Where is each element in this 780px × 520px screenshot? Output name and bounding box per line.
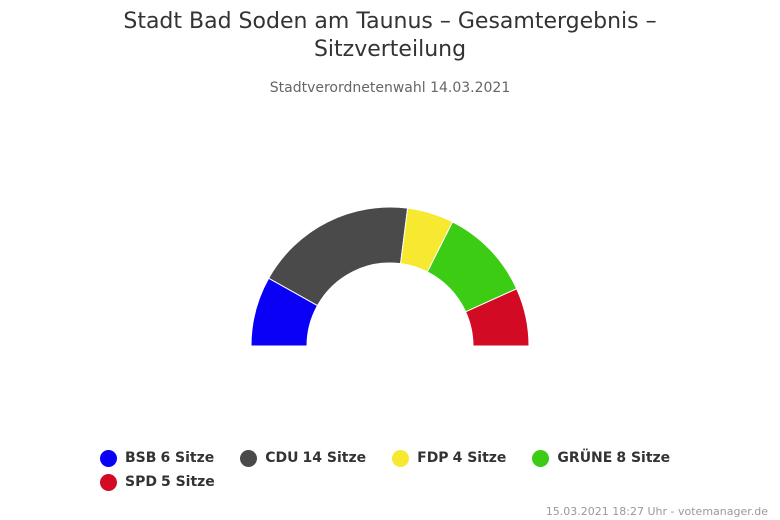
legend-marker xyxy=(532,449,550,467)
legend-marker xyxy=(100,473,117,491)
legend-item-grüne[interactable]: GRÜNE 8 Sitze xyxy=(532,449,671,467)
legend-marker xyxy=(392,449,410,467)
legend-marker xyxy=(100,449,117,467)
chart-subtitle: Stadtverordnetenwahl 14.03.2021 xyxy=(269,80,511,96)
legend-value: 14 Sitze xyxy=(302,450,367,466)
slice-spd[interactable] xyxy=(464,288,530,347)
chart-title: Stadt Bad Soden am Taunus – Gesamtergebn… xyxy=(123,9,657,62)
legend-item-bsb[interactable]: BSB 6 Sitze xyxy=(100,449,215,467)
legend-label: GRÜNE xyxy=(557,450,613,466)
legend-value: 5 Sitze xyxy=(160,474,215,490)
legend-value: 4 Sitze xyxy=(452,450,507,466)
legend-value: 6 Sitze xyxy=(160,450,215,466)
legend-item-fdp[interactable]: FDP 4 Sitze xyxy=(392,449,507,467)
legend-item-cdu[interactable]: CDU 14 Sitze xyxy=(240,449,367,467)
legend-label: FDP xyxy=(417,450,449,466)
legend-value: 8 Sitze xyxy=(616,450,671,466)
chart-legend: BSB 6 Sitze CDU 14 Sitze FDP 4 Sitze GRÜNE 8 Si… xyxy=(100,446,720,494)
legend-label: SPD xyxy=(125,474,157,490)
legend-label: BSB xyxy=(125,450,157,466)
legend-marker xyxy=(240,449,258,467)
credits-text[interactable]: 15.03.2021 18:27 Uhr - votemanager.de xyxy=(545,505,768,518)
legend-label: CDU xyxy=(265,450,299,466)
legend-item-spd[interactable]: SPD 5 Sitze xyxy=(100,473,215,491)
